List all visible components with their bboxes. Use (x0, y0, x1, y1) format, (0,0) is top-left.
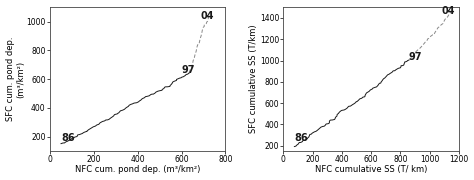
Text: 04: 04 (442, 6, 456, 16)
Text: 86: 86 (61, 132, 75, 143)
Text: 97: 97 (408, 52, 422, 62)
Text: 97: 97 (181, 65, 195, 75)
X-axis label: NFC cum. pond dep. (m³/km²): NFC cum. pond dep. (m³/km²) (75, 165, 201, 174)
Text: 04: 04 (201, 11, 214, 21)
Y-axis label: SFC cumulative SS (T/km): SFC cumulative SS (T/km) (249, 25, 258, 133)
Y-axis label: SFC cum. pond dep.
(m³/km²): SFC cum. pond dep. (m³/km²) (6, 37, 25, 121)
Text: 86: 86 (295, 133, 308, 143)
X-axis label: NFC cumulative SS (T/ km): NFC cumulative SS (T/ km) (315, 165, 427, 174)
